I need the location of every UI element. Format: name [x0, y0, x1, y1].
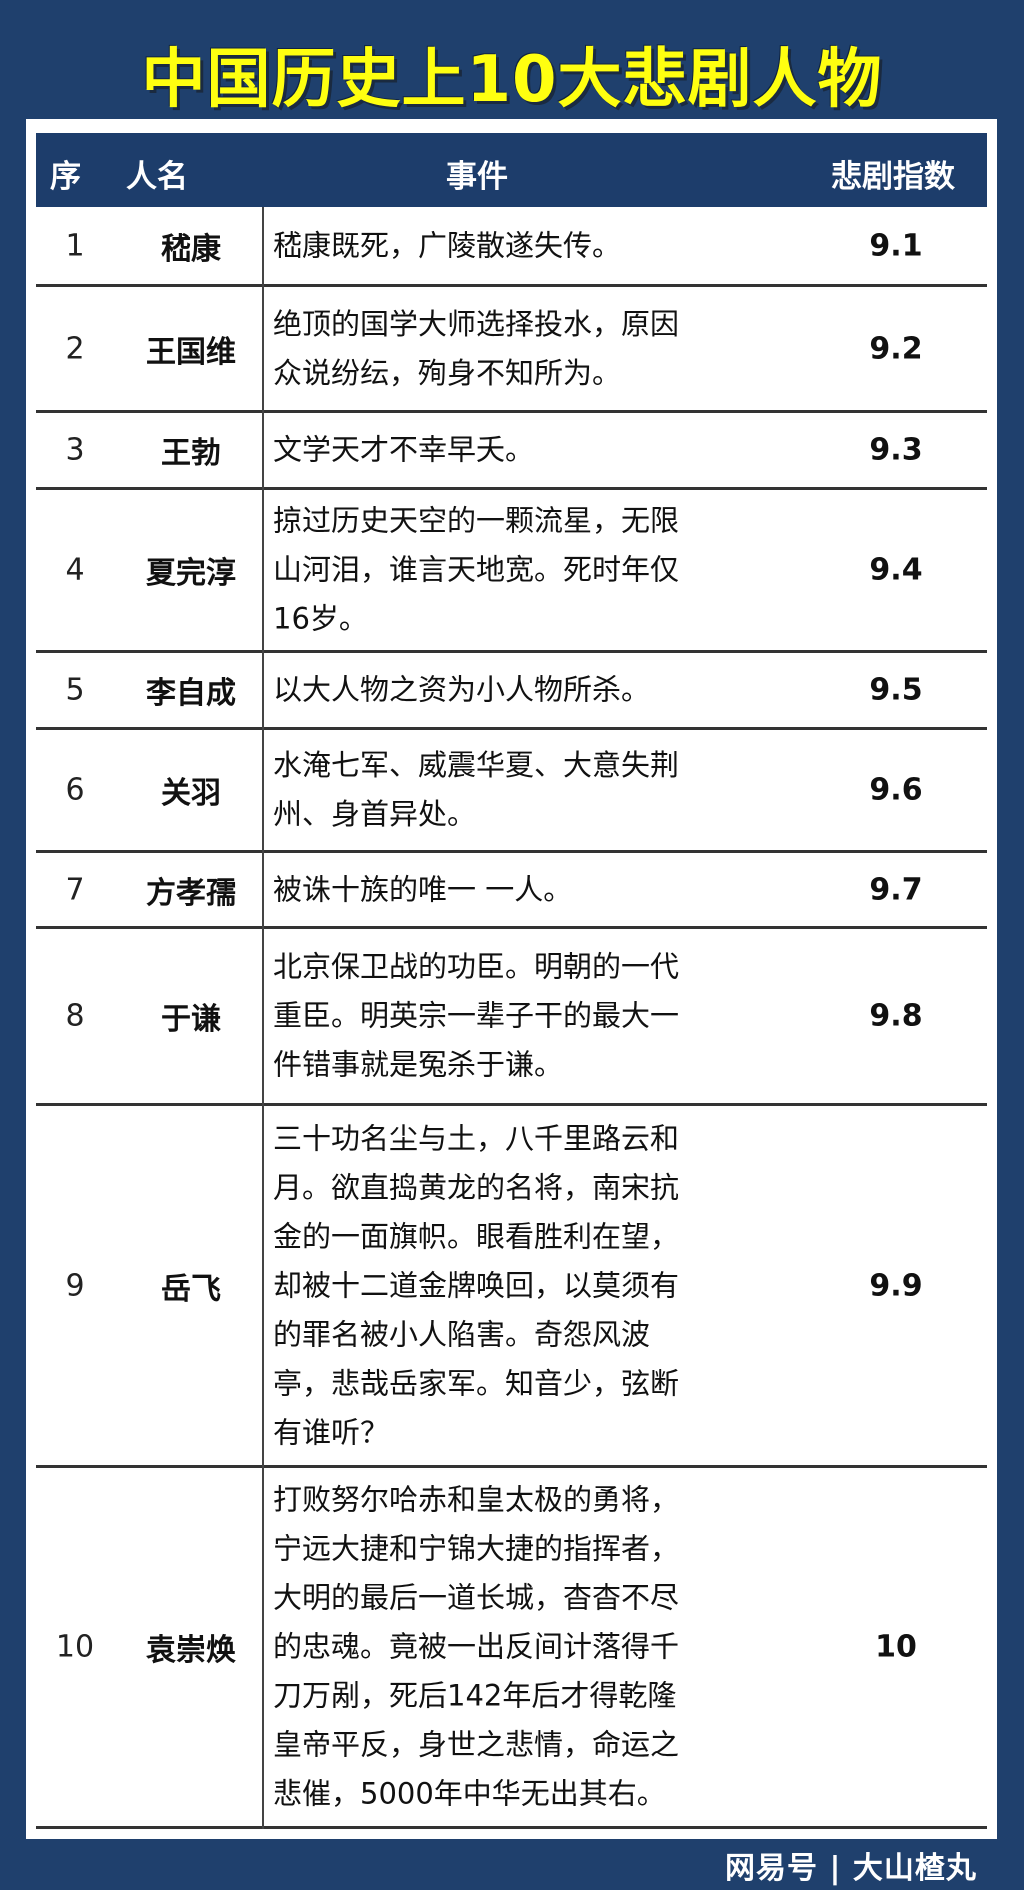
table-header: 序 人名 事件 悲剧指数: [36, 133, 987, 207]
cell-name: 王国维: [146, 334, 236, 370]
cell-event: 水淹七军、威震华夏、大意失荆州、身首异处。: [273, 748, 680, 831]
column-divider: [262, 207, 264, 1829]
cell-name: 王勃: [161, 436, 221, 471]
cell-name: 方孝孺: [146, 875, 236, 911]
cell-name: 夏完淳: [146, 556, 236, 591]
cell-event: 打败努尔哈赤和皇太极的勇将，宁远大捷和宁锦大捷的指挥者，大明的最后一道长城，杳杳…: [273, 1482, 680, 1811]
cell-score: 9.7: [869, 872, 923, 907]
cell-event: 文学天才不幸早夭。: [273, 432, 535, 467]
watermark: 网易号 | 大山楂丸: [725, 1851, 977, 1886]
header-seq: 序: [50, 159, 81, 195]
cell-event: 嵇康既死，广陵散遂失传。: [273, 228, 622, 262]
cell-name: 关羽: [161, 776, 221, 811]
cell-event: 以大人物之资为小人物所杀。: [273, 672, 651, 707]
cell-score: 9.4: [869, 552, 923, 588]
cell-name: 嵇康: [161, 231, 221, 267]
cell-score: 9.6: [869, 772, 923, 808]
table-row: 7 方孝孺 被诛十族的唯一 一人。 9.7: [36, 853, 987, 929]
cell-event: 绝顶的国学大师选择投水，原因众说纷纭，殉身不知所为。: [273, 306, 680, 390]
header-score: 悲剧指数: [831, 159, 955, 195]
cell-name: 岳飞: [161, 1271, 221, 1307]
cell-name: 于谦: [161, 1002, 221, 1037]
cell-score: 9.5: [869, 672, 923, 708]
cell-score: 9.8: [869, 998, 923, 1034]
table-row: 1 嵇康 嵇康既死，广陵散遂失传。 9.1: [36, 207, 987, 287]
table-row: 2 王国维 绝顶的国学大师选择投水，原因众说纷纭，殉身不知所为。 9.2: [36, 287, 987, 413]
page-title: 中国历史上10大悲剧人物: [141, 43, 883, 117]
cell-seq: 9: [65, 1268, 85, 1303]
table-row: 8 于谦 北京保卫战的功臣。明朝的一代重臣。明英宗一辈子干的最大一件错事就是冤杀于谦…: [36, 929, 987, 1106]
table-row: 3 王勃 文学天才不幸早夭。 9.3: [36, 413, 987, 490]
cell-event: 三十功名尘与土，八千里路云和月。欲直捣黄龙的名将，南宋抗金的一面旗帜。眼看胜利在…: [273, 1121, 680, 1449]
cell-seq: 5: [65, 672, 85, 708]
table-row: 6 关羽 水淹七军、威震华夏、大意失荆州、身首异处。 9.6: [36, 730, 987, 853]
cell-score: 9.9: [869, 1268, 923, 1303]
cell-event: 北京保卫战的功臣。明朝的一代重臣。明英宗一辈子干的最大一件错事就是冤杀于谦。: [273, 949, 680, 1082]
cell-seq: 6: [65, 772, 85, 808]
cell-score: 10: [875, 1629, 917, 1665]
cell-name: 李自成: [146, 676, 236, 711]
cell-seq: 2: [65, 331, 85, 366]
cell-seq: 3: [65, 432, 85, 468]
cell-seq: 4: [65, 552, 85, 588]
cell-score: 9.1: [869, 228, 923, 263]
cell-event: 掠过历史天空的一颗流星，无限山河泪，谁言天地宽。死时年仅16岁。: [273, 503, 680, 636]
cell-score: 9.3: [869, 432, 923, 468]
cell-seq: 8: [65, 998, 85, 1034]
table-row: 5 李自成 以大人物之资为小人物所杀。 9.5: [36, 653, 987, 730]
cell-seq: 1: [65, 228, 85, 263]
cell-score: 9.2: [869, 331, 923, 366]
cell-seq: 10: [55, 1629, 95, 1665]
cell-name: 袁崇焕: [146, 1633, 236, 1668]
table-row: 4 夏完淳 掠过历史天空的一颗流星，无限山河泪，谁言天地宽。死时年仅16岁。 9.4: [36, 490, 987, 653]
cell-event: 被诛十族的唯一 一人。: [273, 872, 573, 906]
header-event: 事件: [446, 159, 508, 195]
cell-seq: 7: [65, 872, 85, 907]
table-row: 9 岳飞 三十功名尘与土，八千里路云和月。欲直捣黄龙的名将，南宋抗金的一面旗帜。眼看…: [36, 1106, 987, 1468]
table-row: 10 袁崇焕 打败努尔哈赤和皇太极的勇将，宁远大捷和宁锦大捷的指挥者，大明的最后一道…: [36, 1468, 987, 1829]
header-name: 人名: [126, 159, 188, 195]
tragedy-table: 序 人名 事件 悲剧指数 1 嵇康 嵇康既死，广陵散遂失传。 9.1 2 王国维 绝顶的国学…: [26, 119, 997, 1839]
